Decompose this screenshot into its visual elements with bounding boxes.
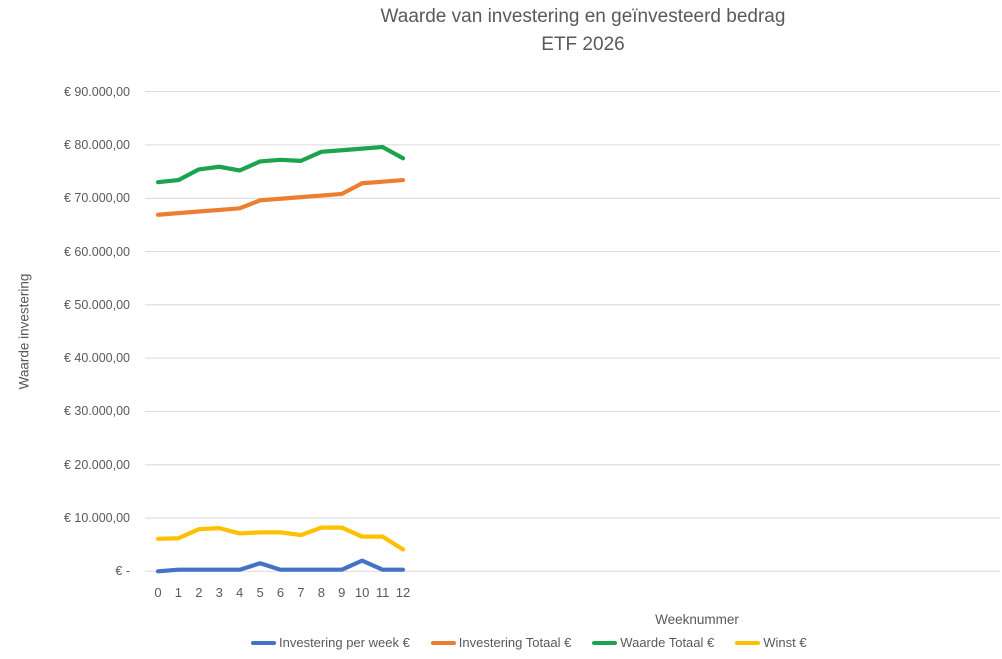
y-tick-label: € 20.000,00 bbox=[63, 457, 130, 472]
legend-swatch-icon bbox=[430, 640, 456, 645]
legend-swatch-icon bbox=[735, 640, 761, 645]
legend-item-winst: Winst € bbox=[735, 635, 807, 650]
x-tick-label: 2 bbox=[195, 585, 203, 600]
x-tick-label: 6 bbox=[276, 585, 285, 600]
x-tick-label: 9 bbox=[338, 585, 346, 600]
legend-item-investering-totaal: Investering Totaal € bbox=[430, 635, 572, 650]
series-line-investering-per-week bbox=[155, 558, 406, 574]
chart-title-line1: Waarde van investering en geïnvesteerd b… bbox=[380, 6, 786, 27]
x-tick-label: 4 bbox=[236, 585, 244, 600]
x-axis-title: Weeknummer bbox=[655, 612, 739, 627]
x-tick-label: 7 bbox=[297, 585, 305, 600]
x-tick-label: 1 bbox=[174, 585, 183, 600]
legend-label: Winst € bbox=[763, 635, 807, 650]
y-tick-label: € 70.000,00 bbox=[63, 191, 130, 206]
x-tick-label: 3 bbox=[215, 585, 223, 600]
legend-swatch-icon bbox=[592, 640, 618, 645]
y-tick-label: € 90.000,00 bbox=[63, 84, 130, 99]
legend-label: Investering Totaal € bbox=[458, 635, 572, 650]
x-tick-label: 8 bbox=[317, 585, 325, 600]
y-tick-label: € 80.000,00 bbox=[63, 137, 130, 152]
y-tick-label: € 60.000,00 bbox=[63, 244, 130, 259]
chart-title: Waarde van investering en geïnvesteerd b… bbox=[381, 3, 786, 59]
x-tick-label: 0 bbox=[154, 585, 162, 600]
legend-item-investering-per-week: Investering per week € bbox=[251, 635, 410, 650]
legend-label: Waarde Totaal € bbox=[620, 635, 715, 650]
y-tick-label: € 30.000,00 bbox=[63, 404, 130, 419]
series-line-investering-totaal bbox=[155, 177, 406, 217]
y-tick-label: € 40.000,00 bbox=[63, 351, 130, 366]
y-tick-label: € 10.000,00 bbox=[63, 511, 130, 525]
x-tick-label: 12 bbox=[395, 585, 411, 600]
x-tick-label: 5 bbox=[256, 585, 264, 600]
x-tick-label: 11 bbox=[375, 585, 390, 600]
series-line-waarde-totaal bbox=[155, 144, 406, 185]
legend-swatch-icon bbox=[251, 640, 276, 645]
legend: Investering per week € Investering Totaal… bbox=[251, 635, 807, 650]
y-axis-title: Waarde investering bbox=[16, 273, 32, 390]
x-tick-label: 10 bbox=[354, 585, 370, 600]
y-tick-label: € 50.000,00 bbox=[63, 297, 130, 312]
chart-title-line2: ETF 2026 bbox=[541, 34, 625, 55]
legend-item-waarde-totaal: Waarde Totaal € bbox=[592, 635, 714, 650]
y-tick-label: € - bbox=[115, 564, 130, 579]
legend-label: Investering per week € bbox=[279, 635, 410, 650]
series-line-winst bbox=[155, 525, 406, 552]
